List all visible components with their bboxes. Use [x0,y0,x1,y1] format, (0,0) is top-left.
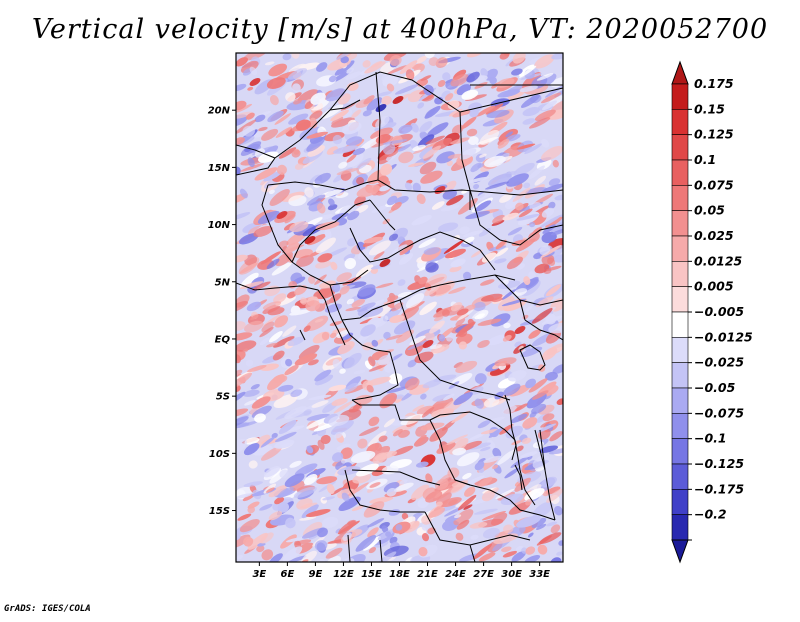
lat-label: 15S [209,506,230,517]
lon-label: 15E [361,569,382,580]
colorbar-label: 0.125 [694,127,734,142]
colorbar-swatch [671,134,689,161]
lon-label: 24E [445,569,466,580]
longitude-axis: 3E 6E 9E 12E 15E 18E 21E 24E 27E 30E 33E [252,562,550,580]
colorbar-swatch [671,463,689,490]
colorbar-swatch [671,489,689,515]
lat-label: 20N [208,106,231,117]
lat-label: 5S [216,392,230,403]
lat-label: 15N [208,163,231,174]
latitude-axis: 20N 15N 10N 5N EQ 5S 10S 15S [208,106,236,517]
lon-label: 9E [309,569,323,580]
lon-label: 30E [501,569,522,580]
map-title: Vertical velocity [m/s] at 400hPa, VT: 2… [31,14,769,45]
colorbar-swatch [671,210,689,237]
lon-label: 6E [280,569,294,580]
colorbar-swatch [671,159,689,186]
colorbar-label: −0.075 [694,405,744,420]
colorbar-label: −0.1 [694,431,727,446]
country-borders [236,71,563,562]
colorbar-label: 0.15 [694,101,725,116]
colorbar-swatch [671,311,689,338]
colorbar-swatch [671,337,689,363]
lat-label: 5N [215,277,231,288]
colorbar-label: −0.0125 [694,329,753,344]
colorbar-swatch [671,514,689,541]
colorbar-label: 0.005 [694,279,734,294]
lat-label: 10N [208,220,231,231]
colorbar-swatch [671,83,689,110]
lon-label: 12E [333,569,354,580]
colorbar-swatch [671,185,689,211]
colorbar-label: −0.2 [694,507,727,522]
colorbar: 0.175 0.15 0.125 0.1 0.075 0.05 0.025 0.0125 0.0… [671,60,753,564]
velocity-field [236,53,563,562]
colorbar-swatch [671,286,689,313]
colorbar-swatch [671,235,689,262]
lon-label: 21E [417,569,438,580]
colorbar-swatch [671,413,689,439]
lon-label: 3E [252,569,266,580]
lon-label: 33E [529,569,550,580]
colorbar-swatch [671,109,689,135]
colorbar-swatch [671,362,689,389]
colorbar-label: −0.175 [694,481,744,496]
lon-label: 18E [389,569,410,580]
colorbar-swatch [671,387,689,414]
colorbar-label: −0.125 [694,456,744,471]
colorbar-label: 0.025 [694,228,734,243]
colorbar-label: 0.075 [694,177,734,192]
colorbar-swatch [671,261,689,287]
colorbar-label: 0.05 [694,203,725,218]
colorbar-swatch [671,438,689,465]
grads-credit: GrADS: IGES/COLA [4,604,91,614]
colorbar-label: 0.0125 [694,253,743,268]
colorbar-label: −0.005 [694,304,744,319]
colorbar-label: −0.025 [694,355,744,370]
colorbar-label: 0.1 [694,152,716,167]
colorbar-label: 0.175 [694,76,734,91]
colorbar-top-arrow [671,60,689,85]
lon-label: 27E [473,569,494,580]
lat-label: EQ [215,334,231,345]
colorbar-bottom-arrow [671,539,689,564]
lat-label: 10S [209,449,230,460]
colorbar-label: −0.05 [694,380,736,395]
